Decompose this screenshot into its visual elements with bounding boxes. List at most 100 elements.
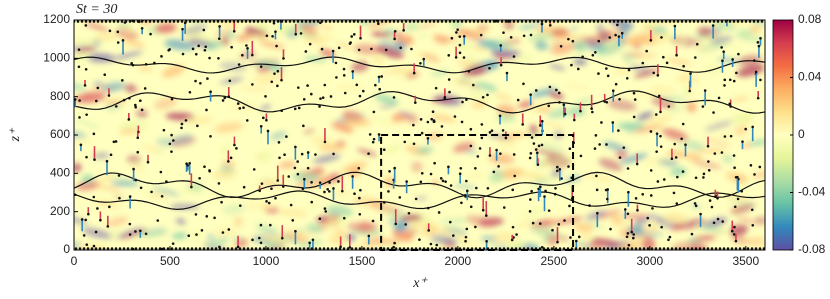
particle	[469, 205, 473, 209]
field-blob	[625, 126, 636, 134]
field-blob	[573, 223, 594, 232]
particle	[377, 133, 381, 136]
particle	[332, 20, 336, 23]
particle	[217, 57, 220, 60]
particle	[614, 33, 617, 37]
field-blob	[465, 215, 497, 228]
particle	[190, 247, 194, 250]
particle	[286, 247, 290, 250]
particle	[634, 197, 638, 200]
particle	[720, 20, 724, 23]
field-blob	[622, 54, 634, 63]
particle	[562, 103, 566, 107]
field-blob	[518, 23, 542, 30]
particle	[708, 199, 712, 202]
particle	[374, 247, 378, 250]
particle	[128, 233, 132, 236]
particle	[393, 29, 397, 33]
field-blob	[621, 22, 631, 31]
field-blob	[187, 116, 213, 126]
particle	[148, 20, 152, 23]
field-blob	[308, 167, 324, 175]
particle	[521, 123, 525, 126]
particle	[581, 55, 584, 59]
particle	[366, 247, 370, 250]
particle	[376, 20, 380, 23]
particle	[604, 188, 608, 192]
field-blob	[240, 87, 271, 91]
particle	[262, 247, 266, 250]
particle	[700, 20, 704, 23]
particle	[733, 166, 736, 170]
particle	[282, 247, 286, 250]
particle	[448, 220, 452, 224]
particle	[400, 20, 404, 23]
particle	[660, 36, 663, 39]
field-blob	[142, 188, 169, 197]
particle	[680, 20, 684, 23]
field-blob	[292, 172, 321, 182]
particle	[736, 175, 739, 179]
particle	[170, 150, 173, 153]
field-blob	[74, 139, 93, 145]
particle	[310, 180, 313, 184]
particle	[321, 96, 325, 99]
particle	[326, 247, 330, 250]
particle	[240, 20, 244, 23]
particle	[728, 78, 732, 82]
particle	[326, 187, 329, 191]
particle	[414, 197, 418, 201]
particle	[534, 89, 538, 92]
field-blob	[475, 82, 498, 92]
particle	[454, 56, 458, 59]
field-blob	[550, 156, 574, 165]
particle	[108, 20, 112, 23]
particle	[515, 233, 518, 236]
field-blob	[346, 233, 356, 242]
particle	[617, 35, 621, 38]
particle	[465, 179, 468, 183]
particle	[456, 20, 460, 23]
particle	[121, 39, 125, 42]
particle	[522, 34, 526, 38]
particle	[612, 20, 616, 23]
particle	[659, 145, 663, 148]
particle	[558, 100, 561, 104]
field-blob	[541, 234, 551, 244]
field-blob	[94, 184, 122, 193]
particle	[606, 247, 610, 250]
particle	[551, 228, 554, 232]
particle	[500, 20, 504, 23]
particle	[270, 187, 273, 191]
field-blob	[727, 199, 758, 208]
particle	[734, 239, 738, 243]
field-blob	[137, 65, 153, 72]
particle	[701, 105, 705, 108]
particle	[146, 247, 150, 250]
particle	[600, 20, 604, 23]
particle	[733, 225, 736, 229]
particle	[654, 113, 658, 116]
particle	[228, 79, 232, 83]
field-blob	[735, 216, 758, 225]
particle	[105, 159, 109, 163]
particle	[342, 216, 346, 220]
particle	[495, 148, 498, 152]
particle	[304, 50, 308, 53]
particle	[646, 216, 650, 220]
particle	[662, 55, 665, 59]
field-blob	[602, 176, 611, 182]
particle	[695, 42, 699, 46]
particle	[554, 186, 557, 190]
field-blob	[371, 31, 391, 38]
field-blob	[82, 227, 113, 239]
particle	[717, 96, 721, 100]
field-blob	[264, 207, 280, 214]
particle	[447, 78, 451, 81]
particle	[256, 20, 260, 23]
particle	[529, 198, 532, 201]
particle	[496, 20, 500, 23]
field-blob	[205, 40, 224, 50]
field-blob	[453, 184, 477, 189]
particle	[174, 247, 178, 250]
